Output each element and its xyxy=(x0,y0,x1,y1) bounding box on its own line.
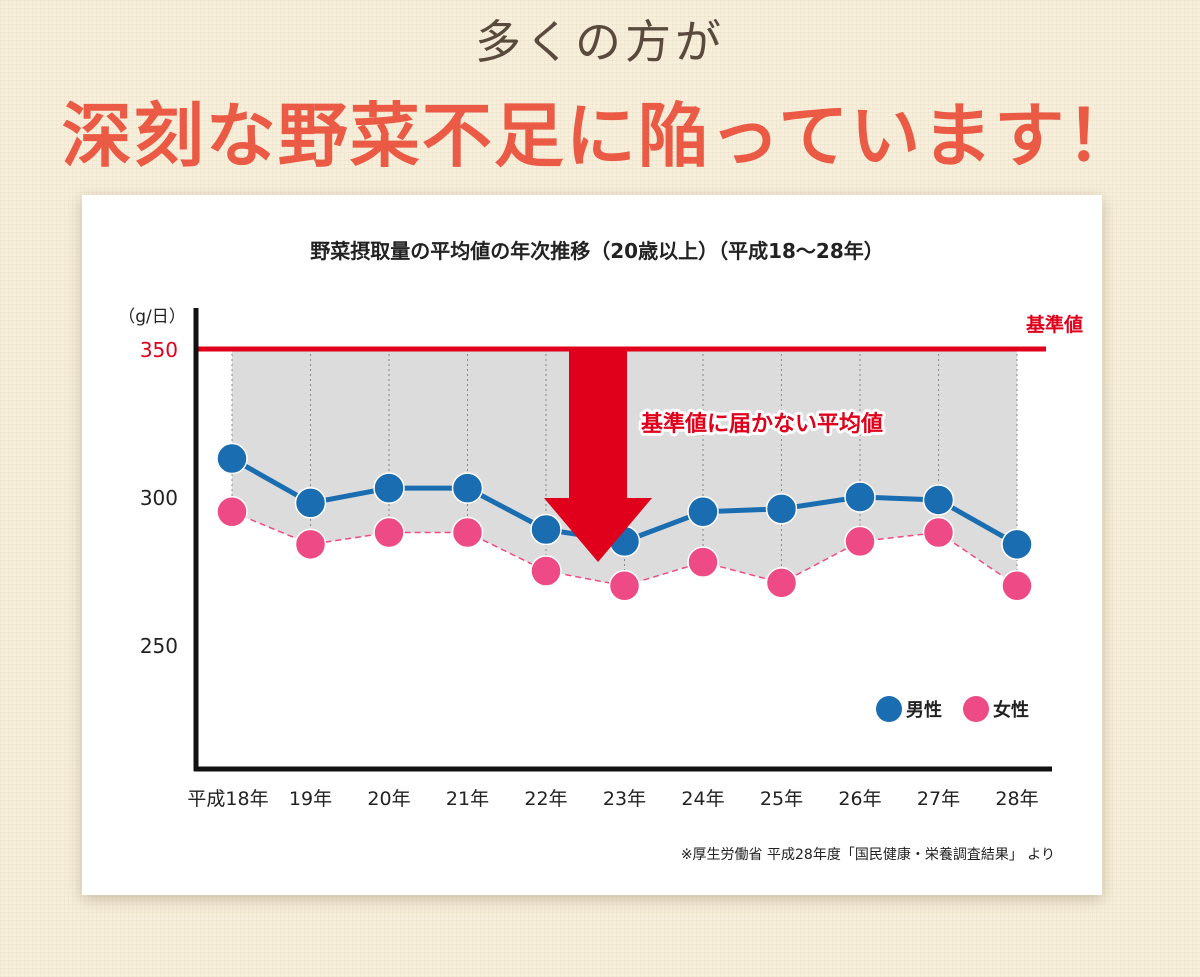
heading-title: 深刻な野菜不足に陥っています！ xyxy=(61,94,1139,177)
female-point-8 xyxy=(765,567,798,599)
x-tick-label-7: 24年 xyxy=(681,788,724,810)
x-tick-label-9: 26年 xyxy=(838,788,881,810)
female-point-11 xyxy=(1001,570,1033,602)
male-point-3 xyxy=(373,472,405,504)
male-point-4 xyxy=(451,472,484,504)
legend-marker-male xyxy=(876,696,902,722)
x-tick-label-8: 25年 xyxy=(760,788,803,810)
y-axis-unit-label: （g/日） xyxy=(118,307,186,327)
female-point-4 xyxy=(451,516,484,549)
shortfall-annotation: 基準値に届かない平均値 xyxy=(641,411,883,437)
shortfall-arrow xyxy=(544,349,652,562)
male-point-8 xyxy=(765,493,798,525)
x-tick-label-5: 22年 xyxy=(524,788,567,810)
female-point-5 xyxy=(530,555,562,587)
male-point-2 xyxy=(294,487,327,519)
x-tick-label-3: 20年 xyxy=(367,788,410,810)
legend-label-male: 男性 xyxy=(906,699,942,721)
y-tick-label-300: 300 xyxy=(140,486,178,510)
male-point-1 xyxy=(216,442,248,475)
x-tick-label-10: 27年 xyxy=(917,788,960,810)
male-point-7 xyxy=(687,496,719,528)
female-point-1 xyxy=(216,496,248,528)
male-point-5 xyxy=(530,513,562,546)
x-tick-label-4: 21年 xyxy=(446,788,489,810)
female-point-6 xyxy=(608,570,641,602)
source-note: ※厚生労働省 平成28年度「国民健康・栄養調査結果」 より xyxy=(681,846,1055,863)
x-tick-label-11: 28年 xyxy=(995,788,1038,810)
male-point-11 xyxy=(1001,528,1033,561)
heading-subtitle: 多くの方が xyxy=(475,15,725,69)
y-tick-label-250: 250 xyxy=(140,634,178,658)
reference-line-label: 基準値 xyxy=(1025,313,1083,336)
female-point-7 xyxy=(687,546,719,578)
chart-title: 野菜摂取量の平均値の年次推移（20歳以上）（平成18〜28年） xyxy=(310,239,884,263)
x-tick-label-2: 19年 xyxy=(289,788,332,810)
legend-label-female: 女性 xyxy=(993,699,1029,721)
female-point-2 xyxy=(294,528,327,561)
female-point-3 xyxy=(373,516,405,549)
legend-marker-female xyxy=(963,696,989,722)
x-tick-label-1: 平成18年 xyxy=(187,788,268,810)
y-tick-label-350: 350 xyxy=(140,338,178,362)
male-point-10 xyxy=(922,484,955,516)
female-point-10 xyxy=(922,516,955,549)
female-point-9 xyxy=(844,525,876,558)
male-point-9 xyxy=(844,481,876,513)
x-tick-label-6: 23年 xyxy=(603,788,646,810)
